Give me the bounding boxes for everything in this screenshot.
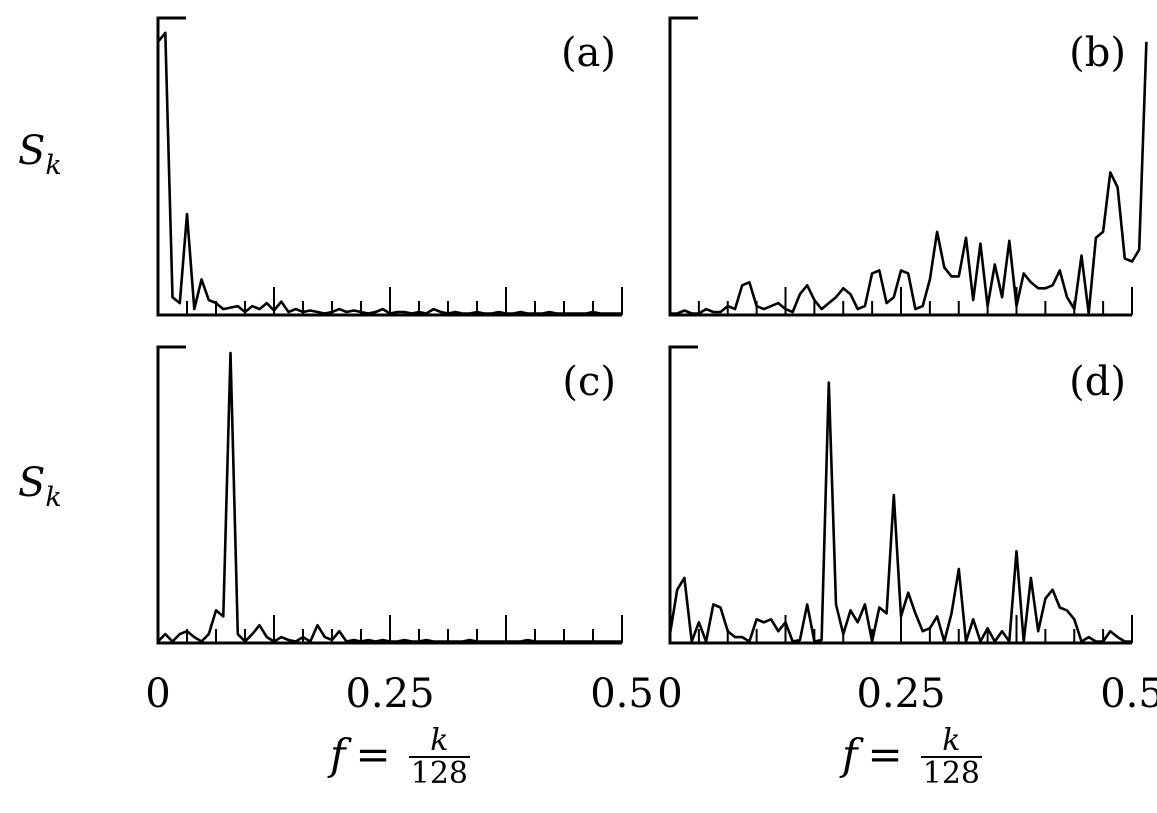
panel-c-xtick-label: 0.25 (345, 671, 434, 717)
panel-c-series-line (157, 351, 622, 643)
panel-d-series-line (668, 381, 1132, 643)
panel-a-series-line (156, 31, 622, 315)
panel-d-label: (d) (1069, 359, 1126, 405)
panel-c-xtick-label: 0 (145, 671, 170, 717)
panel-d-xtick-label: 0 (657, 671, 682, 717)
x-axis-label-left: f = k 128 (330, 723, 471, 791)
panel-b-series-line (670, 41, 1148, 315)
panel-c-xtick-label: 0.5 (590, 671, 654, 717)
y-axis-label-top: Sk (18, 128, 62, 181)
panel-c-label: (c) (562, 359, 616, 405)
x-axis-label-right: f = k 128 (842, 723, 983, 791)
panel-a-axes (156, 16, 622, 317)
panel-d-xtick-label: 0.5 (1100, 671, 1157, 717)
y-axis-label-bottom: Sk (18, 460, 62, 513)
panel-a-label: (a) (561, 30, 616, 76)
panel-b-label: (b) (1069, 30, 1126, 76)
panel-d-xtick-label: 0.25 (856, 671, 945, 717)
